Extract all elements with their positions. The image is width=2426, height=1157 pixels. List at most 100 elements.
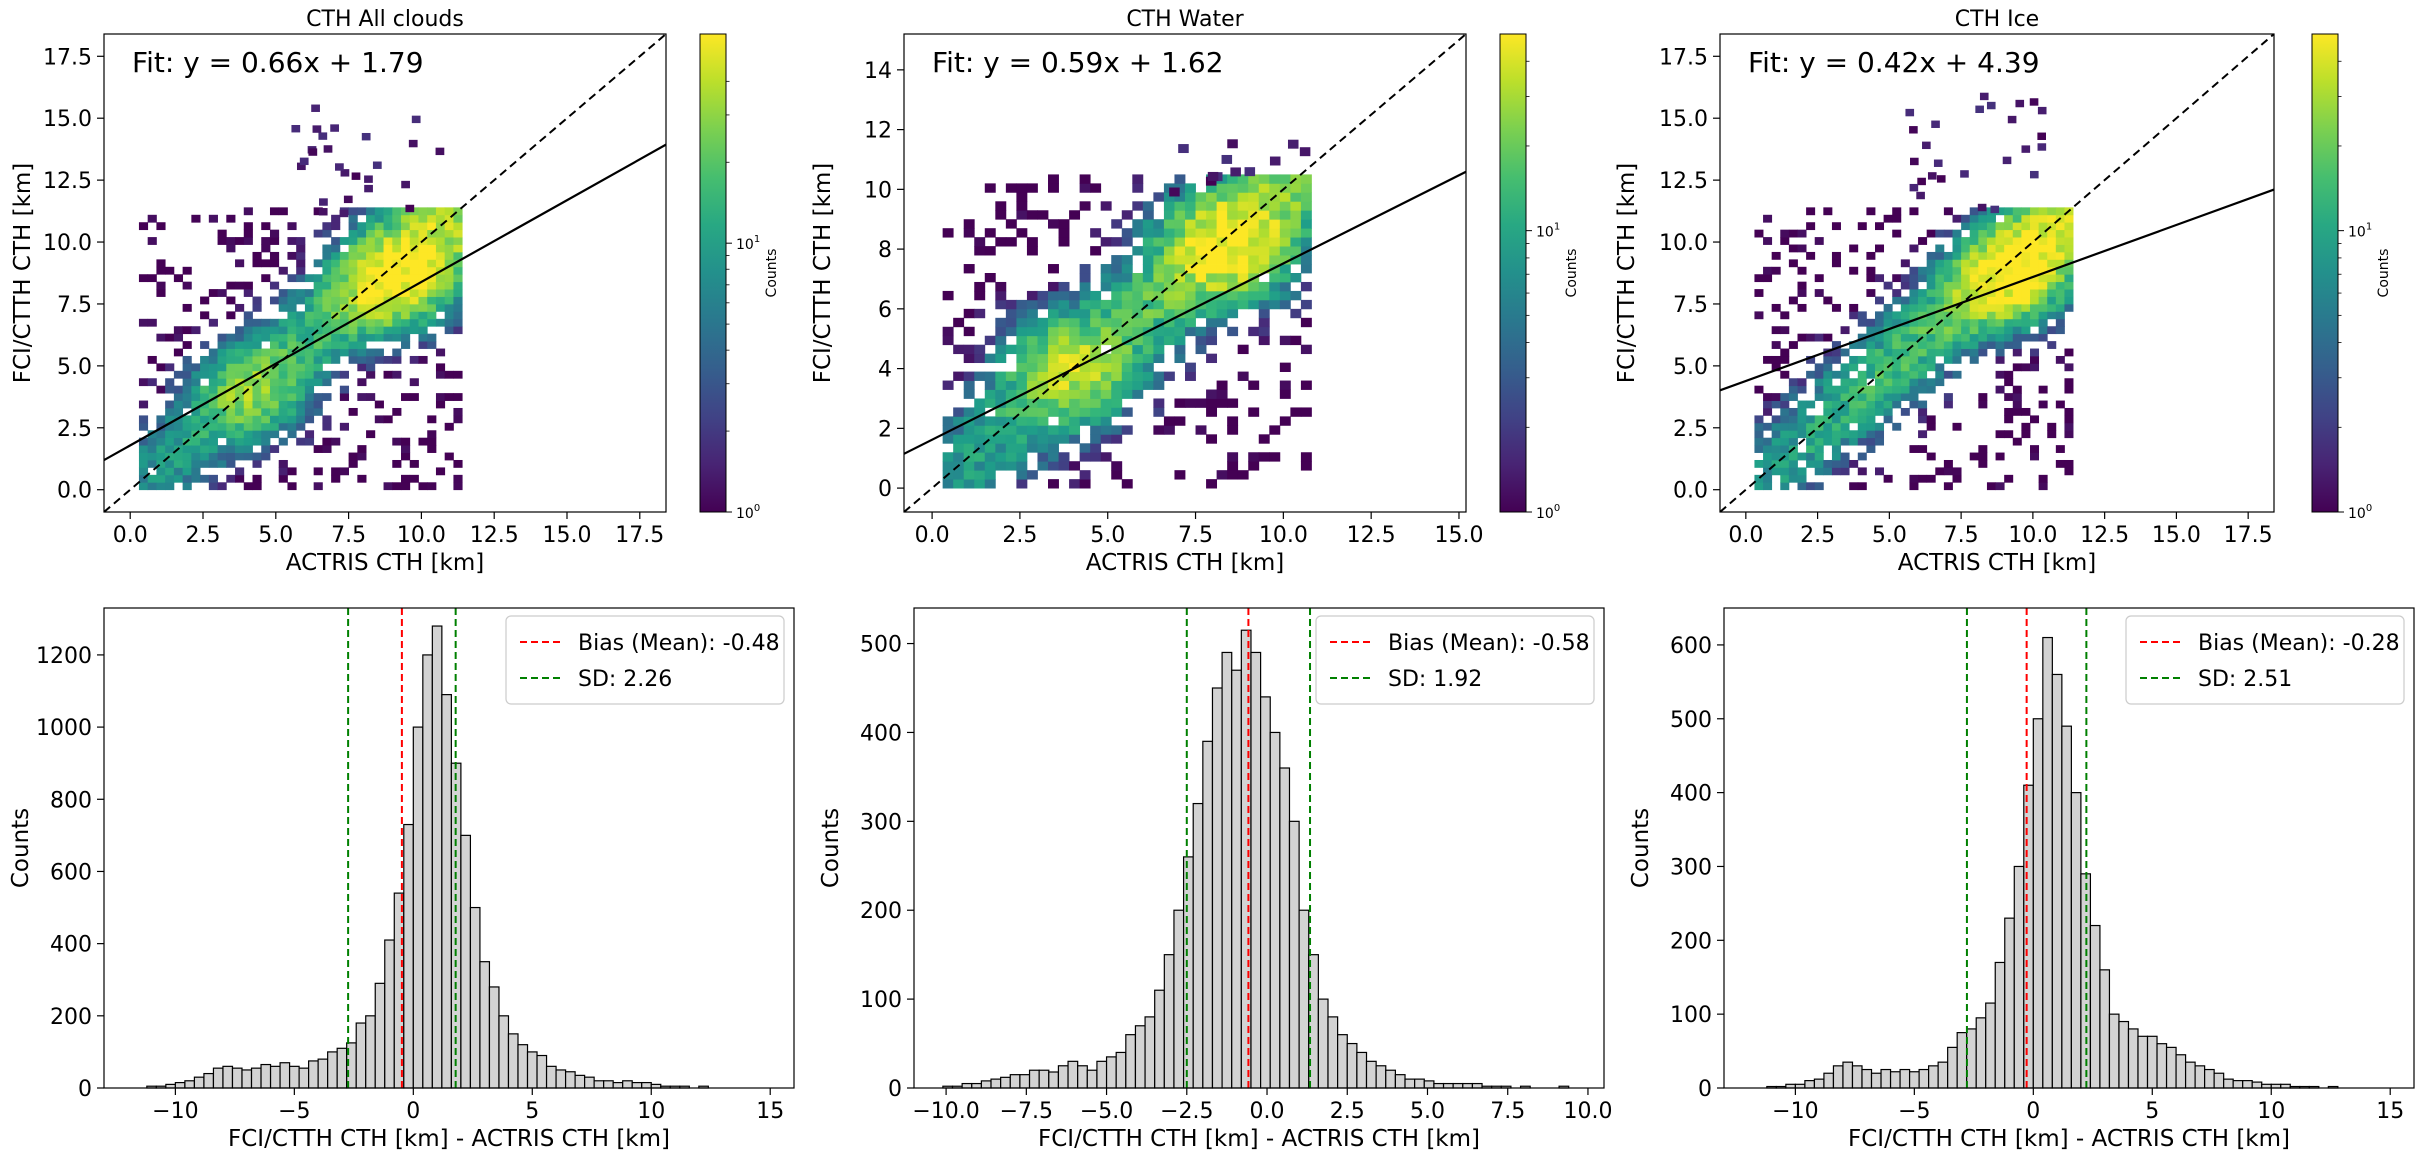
density-cell bbox=[1258, 192, 1270, 202]
density-cell bbox=[1952, 266, 1962, 275]
density-cell bbox=[1986, 222, 1996, 231]
density-cell bbox=[1831, 445, 1841, 453]
density-cell bbox=[339, 385, 350, 394]
density-cell bbox=[1037, 344, 1049, 355]
histogram-bar bbox=[2061, 725, 2072, 1089]
density-cell bbox=[1121, 335, 1133, 346]
x-tick-label: 15 bbox=[2376, 1099, 2404, 1124]
density-cell bbox=[313, 274, 323, 283]
density-cell bbox=[348, 222, 358, 231]
density-cell bbox=[1831, 259, 1841, 268]
density-cell bbox=[1237, 237, 1249, 247]
histogram-bar bbox=[990, 1078, 1002, 1089]
legend-sd-label: SD: 2.51 bbox=[2198, 667, 2292, 692]
density-cell bbox=[453, 274, 463, 283]
density-cell bbox=[1806, 370, 1816, 379]
density-cell bbox=[2021, 207, 2031, 216]
y-tick-label: 2.5 bbox=[1673, 417, 1708, 442]
density-cell bbox=[1978, 303, 1988, 312]
density-cell bbox=[1142, 219, 1154, 229]
density-cell bbox=[287, 222, 297, 231]
density-cell bbox=[1978, 222, 1988, 231]
density-cell bbox=[1005, 461, 1017, 471]
density-cell bbox=[453, 459, 463, 468]
density-cell bbox=[1814, 452, 1824, 461]
density-cell bbox=[287, 415, 297, 424]
density-cell bbox=[226, 237, 236, 245]
density-cell bbox=[1121, 425, 1133, 435]
density-cell bbox=[963, 389, 975, 399]
density-cell bbox=[409, 296, 419, 305]
histogram-bar bbox=[2127, 1028, 2139, 1089]
density-cell bbox=[995, 326, 1007, 337]
density-cell bbox=[1153, 407, 1165, 417]
y-tick-label: 0.0 bbox=[1673, 479, 1708, 504]
density-cell bbox=[1100, 398, 1112, 408]
density-cell bbox=[1079, 416, 1091, 426]
density-cell bbox=[1922, 141, 1931, 150]
density-cell bbox=[435, 281, 446, 290]
density-cell bbox=[1069, 299, 1081, 310]
density-cell bbox=[1978, 311, 1988, 320]
density-cell bbox=[1797, 229, 1807, 238]
density-cell bbox=[392, 370, 402, 379]
density-cell bbox=[200, 415, 210, 424]
density-cell bbox=[2021, 222, 2031, 231]
density-cell bbox=[2055, 296, 2065, 305]
density-cell bbox=[1142, 290, 1154, 301]
density-cell bbox=[1797, 303, 1807, 312]
density-cell bbox=[1875, 393, 1885, 401]
histogram-bar bbox=[365, 1015, 376, 1089]
colorbar-label: Counts bbox=[1564, 249, 1580, 298]
density-cell bbox=[235, 341, 245, 349]
density-cell bbox=[1978, 274, 1988, 283]
density-cell bbox=[1780, 482, 1790, 491]
density-cell bbox=[1961, 318, 1971, 327]
histogram-bar bbox=[222, 1065, 234, 1089]
density-cell bbox=[1918, 385, 1928, 394]
histogram-bar bbox=[1009, 1074, 1021, 1089]
density-cell bbox=[1290, 407, 1302, 417]
density-cell bbox=[1227, 210, 1239, 220]
density-cell bbox=[1300, 317, 1312, 328]
density-cell bbox=[995, 416, 1007, 426]
density-cell bbox=[1918, 237, 1928, 245]
density-cell bbox=[339, 209, 349, 218]
density-cell bbox=[1142, 255, 1154, 265]
density-cell bbox=[1961, 303, 1971, 312]
density-cell bbox=[953, 317, 965, 328]
histogram-bar bbox=[441, 694, 452, 1089]
density-cell bbox=[1892, 207, 1902, 216]
histogram-bar bbox=[1000, 1076, 1011, 1089]
histogram-bar bbox=[2156, 1043, 2168, 1089]
density-cell bbox=[1909, 126, 1918, 134]
density-cell bbox=[2047, 303, 2057, 312]
density-cell bbox=[1961, 237, 1971, 245]
density-cell bbox=[322, 341, 332, 349]
density-cell bbox=[2038, 222, 2048, 231]
density-cell bbox=[401, 437, 411, 446]
density-cell bbox=[1178, 144, 1189, 154]
density-cell bbox=[2012, 237, 2022, 245]
density-cell bbox=[1016, 344, 1028, 355]
density-cell bbox=[2021, 363, 2031, 372]
density-cell bbox=[1174, 273, 1186, 283]
density-cell bbox=[1969, 266, 1979, 275]
density-cell bbox=[444, 318, 454, 327]
density-cell bbox=[1943, 296, 1953, 305]
density-cell bbox=[2004, 378, 2014, 387]
density-cell bbox=[1026, 246, 1038, 256]
density-cell bbox=[1986, 482, 1996, 491]
density-cell bbox=[1969, 326, 1979, 335]
density-cell bbox=[1857, 393, 1867, 401]
density-cell bbox=[339, 311, 350, 320]
density-cell bbox=[1037, 335, 1049, 346]
density-cell bbox=[1771, 459, 1781, 468]
density-cell bbox=[261, 452, 271, 461]
density-cell bbox=[984, 371, 996, 381]
density-cell bbox=[1849, 407, 1859, 416]
density-cell bbox=[1823, 378, 1833, 387]
density-cell bbox=[296, 289, 306, 297]
density-cell bbox=[182, 355, 192, 364]
density-cell bbox=[278, 296, 288, 305]
